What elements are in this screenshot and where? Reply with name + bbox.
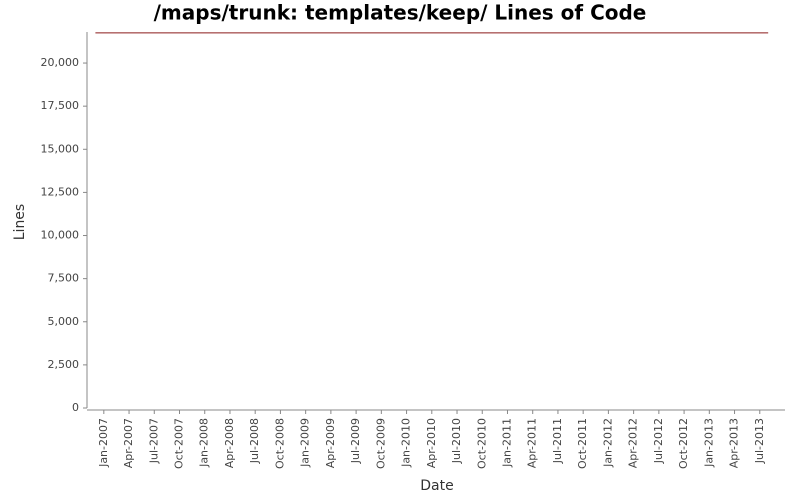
y-tick-label: 15,000 <box>41 142 80 155</box>
plot-area <box>87 32 785 408</box>
y-axis-label: Lines <box>12 204 28 240</box>
y-tick-label: 0 <box>72 401 79 414</box>
y-tick-label: 20,000 <box>41 56 80 69</box>
x-tick-label: Oct-2010 <box>475 418 488 469</box>
x-tick-label: Oct-2012 <box>677 418 690 469</box>
x-tick-label: Jan-2008 <box>198 418 211 468</box>
x-tick-label: Apr-2011 <box>526 418 539 468</box>
y-tick-label: 7,500 <box>48 272 80 285</box>
x-tick-label: Jan-2010 <box>400 418 413 468</box>
x-tick-label: Jan-2009 <box>299 418 312 468</box>
x-tick-label: Jul-2009 <box>349 418 362 464</box>
y-tick-label: 10,000 <box>41 229 80 242</box>
x-tick-label: Apr-2009 <box>324 418 337 468</box>
x-tick-label: Apr-2010 <box>425 418 438 468</box>
x-tick-label: Apr-2012 <box>627 418 640 468</box>
x-tick-label: Oct-2008 <box>273 418 286 469</box>
x-tick-label: Apr-2013 <box>728 418 741 468</box>
x-tick-label: Jan-2007 <box>97 418 110 468</box>
y-tick-label: 2,500 <box>48 358 80 371</box>
x-tick-label: Jan-2011 <box>500 418 513 468</box>
x-tick-label: Oct-2007 <box>173 418 186 469</box>
x-tick-label: Jan-2013 <box>702 418 715 468</box>
x-tick-label: Apr-2008 <box>223 418 236 468</box>
x-tick-label: Jan-2012 <box>601 418 614 468</box>
x-tick-label: Jul-2007 <box>147 418 160 464</box>
x-tick-label: Jul-2010 <box>450 418 463 464</box>
x-axis-label: Date <box>420 478 453 494</box>
x-tick-label: Jul-2012 <box>652 418 665 464</box>
x-tick-label: Jul-2013 <box>753 418 766 464</box>
y-tick-label: 17,500 <box>41 99 80 112</box>
x-tick-label: Jul-2008 <box>248 418 261 464</box>
x-tick-label: Apr-2007 <box>122 418 135 468</box>
x-tick-label: Oct-2009 <box>374 418 387 469</box>
y-tick-label: 12,500 <box>41 185 80 198</box>
y-tick-label: 5,000 <box>48 315 80 328</box>
chart-title: /maps/trunk: templates/keep/ Lines of Co… <box>154 1 647 25</box>
x-tick-label: Jul-2011 <box>551 418 564 464</box>
x-tick-label: Oct-2011 <box>576 418 589 469</box>
